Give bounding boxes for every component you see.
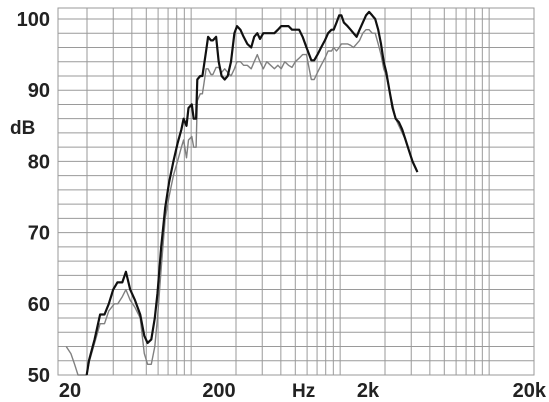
y-tick-label: 70 (28, 223, 50, 245)
x-axis-label: Hz (292, 381, 315, 402)
x-tick-label: 20 (59, 380, 81, 402)
x-axis-ticks: 20 200 2k 20k (59, 380, 547, 402)
y-tick-label: 60 (28, 294, 50, 316)
x-tick-label: 2k (357, 380, 380, 402)
series-group (65, 10, 419, 376)
series-line-2 (65, 29, 419, 376)
y-tick-label: 50 (28, 365, 50, 387)
y-tick-label: 90 (28, 80, 50, 102)
y-axis-ticks: 50 60 70 80 90 100 (17, 9, 50, 387)
series-line-1 (85, 10, 419, 376)
y-axis-label: dB (10, 118, 35, 139)
plot-frame (57, 7, 535, 376)
x-tick-label: 200 (202, 380, 235, 402)
grid (58, 8, 534, 375)
y-tick-label: 80 (28, 151, 50, 173)
y-tick-label: 100 (17, 9, 50, 31)
x-tick-label: 20k (513, 380, 547, 402)
